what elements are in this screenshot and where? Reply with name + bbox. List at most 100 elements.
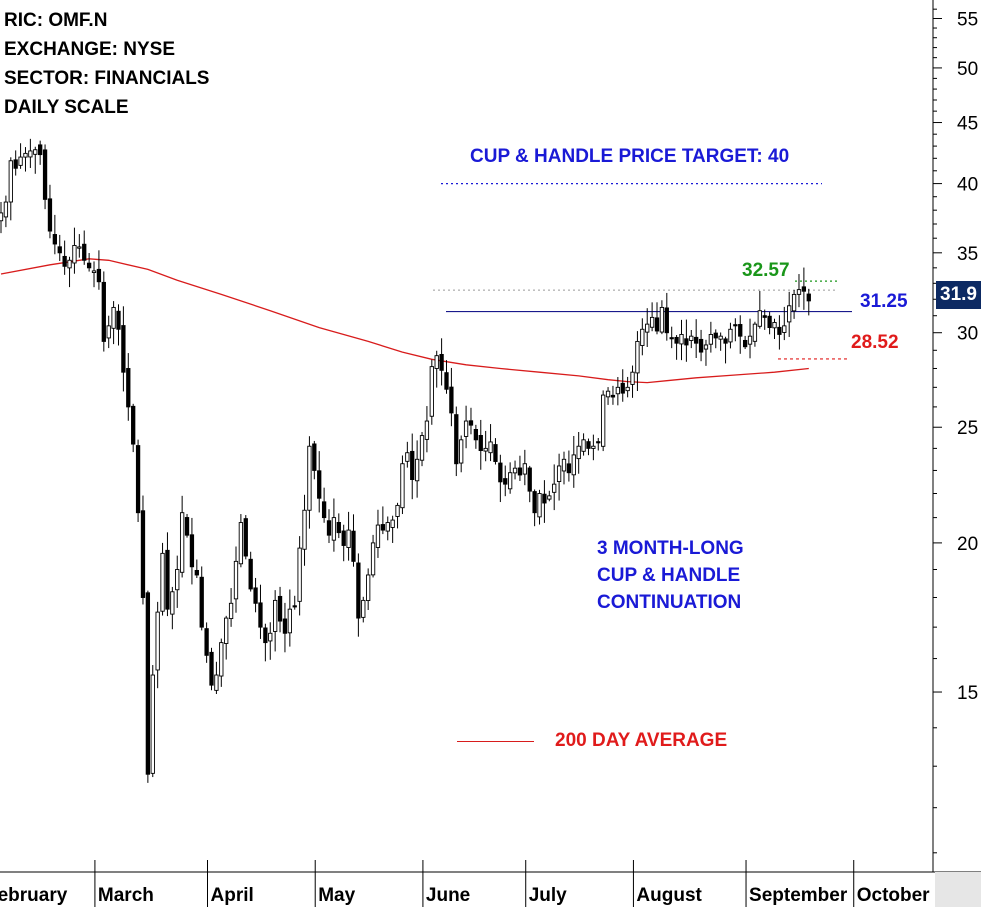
candle bbox=[42, 144, 48, 210]
month-label: May bbox=[318, 885, 355, 906]
candle bbox=[356, 553, 361, 637]
candle bbox=[116, 304, 121, 346]
candle bbox=[507, 462, 513, 494]
candle bbox=[512, 460, 518, 480]
candle bbox=[444, 360, 449, 394]
candle bbox=[645, 308, 650, 347]
candle-body-down bbox=[101, 281, 106, 342]
candle-body-up bbox=[375, 524, 381, 548]
candle bbox=[13, 150, 18, 176]
candle-body-down bbox=[209, 651, 214, 686]
candle-body-down bbox=[806, 293, 811, 302]
candle-body-up bbox=[214, 674, 219, 691]
candle bbox=[194, 559, 199, 578]
candle-body-up bbox=[787, 305, 792, 323]
candle-body-down bbox=[762, 315, 767, 318]
candle-body-up bbox=[488, 441, 493, 454]
candle-body-up bbox=[106, 325, 111, 339]
candle-body-up bbox=[268, 632, 273, 642]
candle bbox=[72, 227, 77, 274]
candle bbox=[708, 321, 714, 353]
candle-body-up bbox=[708, 333, 714, 345]
candle bbox=[302, 494, 307, 566]
candle-body-down bbox=[444, 372, 449, 390]
month-label: February bbox=[0, 885, 68, 906]
candle bbox=[449, 367, 454, 427]
y-tick-label: 50 bbox=[957, 59, 978, 80]
y-tick-label: 55 bbox=[957, 10, 978, 31]
candle-body-up bbox=[679, 333, 684, 345]
candle bbox=[273, 590, 278, 652]
candle bbox=[91, 261, 97, 288]
candle-body-down bbox=[738, 324, 743, 337]
candle bbox=[321, 487, 327, 523]
candle-body-up bbox=[346, 529, 351, 548]
month-label: June bbox=[426, 885, 470, 906]
candles bbox=[0, 138, 811, 783]
candle-body-down bbox=[38, 144, 43, 156]
candle bbox=[361, 596, 366, 623]
ma-200-line bbox=[0, 258, 809, 384]
candle bbox=[498, 454, 503, 503]
candle bbox=[522, 449, 527, 486]
candle-body-down bbox=[566, 463, 572, 474]
month-label: July bbox=[529, 885, 567, 906]
candle-body-down bbox=[664, 307, 669, 334]
candle-body-down bbox=[478, 435, 483, 452]
y-tick-label: 25 bbox=[957, 418, 978, 439]
candle-body-up bbox=[414, 458, 420, 482]
candle bbox=[405, 441, 410, 468]
candle bbox=[468, 407, 474, 435]
candle bbox=[150, 665, 155, 778]
candle-body-down bbox=[801, 286, 807, 292]
candle-body-down bbox=[498, 462, 503, 483]
candle-body-up bbox=[366, 574, 371, 602]
candle-body-up bbox=[625, 386, 630, 392]
candle-body-down bbox=[292, 605, 297, 608]
candle-body-up bbox=[8, 160, 13, 203]
candle bbox=[698, 329, 704, 362]
candle bbox=[459, 435, 464, 473]
candle-body-up bbox=[434, 355, 439, 369]
candle-body-down bbox=[13, 159, 18, 169]
candle-body-up bbox=[757, 310, 762, 327]
candle-body-down bbox=[135, 445, 141, 514]
candle bbox=[664, 292, 669, 341]
candle bbox=[366, 568, 371, 611]
legend-ma-swatch bbox=[457, 741, 534, 742]
candle-body-up bbox=[605, 390, 611, 398]
axis-corner bbox=[935, 872, 981, 907]
candle-body-up bbox=[747, 335, 753, 345]
candle-body-down bbox=[503, 478, 508, 485]
candle-body-up bbox=[67, 259, 72, 269]
candle bbox=[346, 511, 351, 561]
candle-body-up bbox=[287, 608, 292, 634]
candle bbox=[209, 647, 214, 691]
candle-body-up bbox=[561, 458, 567, 472]
candle bbox=[326, 509, 332, 544]
candle bbox=[610, 385, 616, 405]
candle-body-up bbox=[155, 611, 160, 671]
ric-label: RIC: OMF.N bbox=[4, 10, 108, 31]
candle bbox=[620, 369, 625, 402]
candle bbox=[566, 450, 572, 482]
candle bbox=[659, 300, 665, 335]
candle-body-up bbox=[591, 445, 596, 449]
candle-body-down bbox=[723, 338, 728, 344]
candle-body-down bbox=[742, 339, 748, 348]
candle bbox=[3, 195, 9, 228]
candle bbox=[287, 589, 292, 647]
candle-body-up bbox=[307, 445, 312, 511]
candle-body-up bbox=[718, 335, 723, 340]
candle-body-up bbox=[752, 323, 758, 342]
candle bbox=[424, 406, 430, 453]
candle-body-down bbox=[282, 618, 288, 634]
candle bbox=[282, 602, 288, 653]
y-tick-label: 30 bbox=[957, 324, 978, 345]
candle bbox=[454, 406, 459, 477]
candle-body-up bbox=[419, 435, 425, 461]
candle bbox=[8, 157, 13, 221]
candle bbox=[189, 517, 195, 585]
candle-body-down bbox=[145, 592, 151, 775]
candle bbox=[718, 332, 723, 351]
